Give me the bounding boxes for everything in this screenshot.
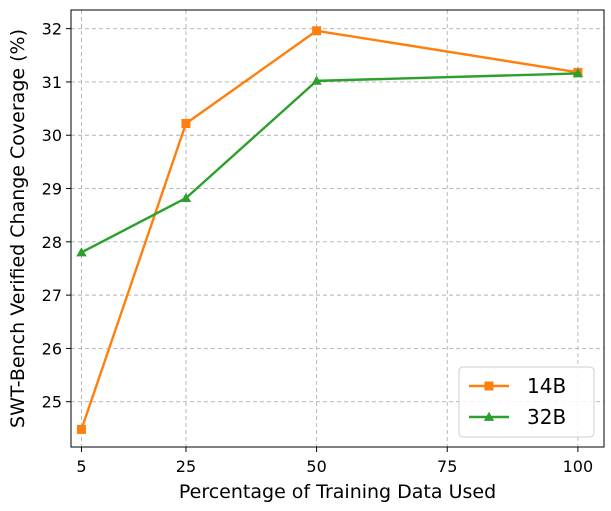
y-axis-label: SWT-Bench Verified Change Coverage (%) (7, 29, 29, 428)
y-tick-label: 31 (42, 73, 62, 92)
x-tick-label: 75 (437, 457, 457, 476)
data-point (311, 75, 322, 85)
data-point (181, 119, 191, 129)
y-tick-label: 30 (42, 126, 62, 145)
series-line (80, 29, 580, 431)
legend-label: 32B (527, 405, 566, 429)
legend-item: 32B (469, 405, 566, 429)
data-point (312, 26, 322, 36)
x-tick-label: 5 (76, 457, 86, 476)
data-point (76, 424, 86, 434)
y-tick-label: 28 (42, 233, 62, 252)
x-tick-label: 25 (176, 457, 196, 476)
y-tick-label: 26 (42, 339, 62, 358)
x-axis-label: Percentage of Training Data Used (179, 481, 496, 503)
series-32B (76, 68, 584, 257)
legend-marker (484, 381, 494, 391)
axis-ticks: 5 25 50 75 100 25 26 27 28 29 30 31 32 (42, 20, 594, 476)
y-tick-label: 25 (42, 393, 62, 412)
series-line (80, 72, 580, 254)
legend-marker (483, 411, 495, 421)
series-lines (76, 26, 584, 434)
y-tick-label: 27 (42, 286, 62, 305)
x-tick-label: 50 (306, 457, 326, 476)
y-tick-label: 29 (42, 180, 62, 199)
data-point (76, 247, 87, 257)
legend-item: 14B (469, 374, 566, 398)
data-point (180, 192, 192, 203)
plot-area-frame (70, 9, 605, 448)
legend-label: 14B (527, 374, 566, 398)
y-tick-label: 32 (42, 20, 62, 39)
x-tick-label: 100 (563, 457, 594, 476)
data-point (572, 68, 584, 78)
